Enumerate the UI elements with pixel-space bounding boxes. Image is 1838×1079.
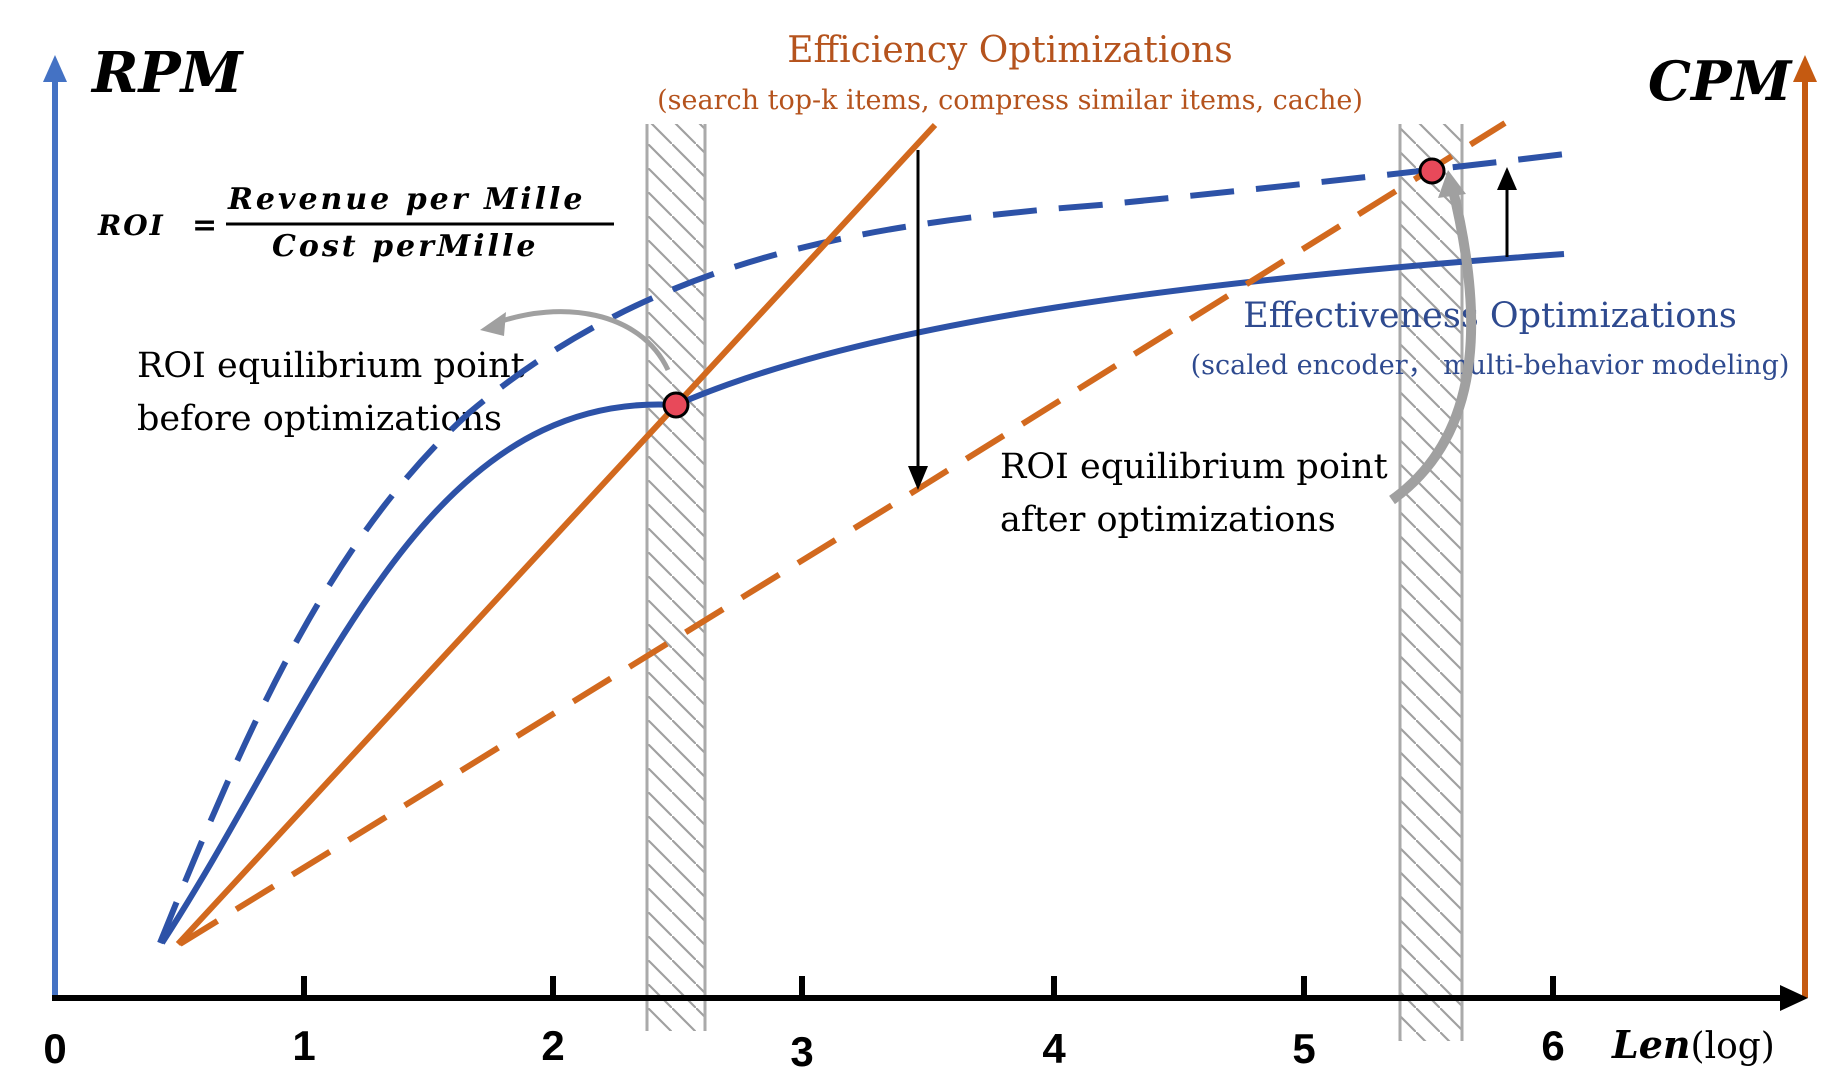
formula-denominator: Cost perMille <box>272 229 538 264</box>
efficiency-down-arrow <box>908 150 928 490</box>
hatched-band-before <box>645 124 707 1031</box>
x-tick-3: 3 <box>790 1028 813 1075</box>
annotation-after-line2: after optimizations <box>1000 500 1336 540</box>
pointer-arrow-after <box>1389 170 1477 505</box>
cpm-axis-label: CPM <box>1648 49 1794 113</box>
efficiency-subtitle: (search top-k items, compress similar it… <box>657 85 1363 116</box>
formula-equals: = <box>192 208 217 243</box>
equilibrium-point-before <box>662 391 690 419</box>
x-tick-4: 4 <box>1042 1025 1066 1072</box>
x-tick-6: 6 <box>1541 1022 1564 1069</box>
effectiveness-title: Effectiveness Optimizations <box>1243 296 1737 336</box>
cpm-before-line <box>175 122 938 947</box>
len-axis-label: Len(log) <box>1611 1022 1775 1067</box>
pointer-arrow-before <box>480 309 671 372</box>
x-axis <box>52 976 1808 1011</box>
rpm-axis-label: RPM <box>90 40 245 106</box>
roi-formula: ROI = Revenue per Mille Cost perMille <box>97 182 614 264</box>
annotation-before-line2: before optimizations <box>137 399 502 439</box>
equilibrium-point-after <box>1418 157 1446 185</box>
left-axis <box>43 55 67 998</box>
x-tick-0: 0 <box>43 1025 66 1072</box>
formula-lhs: ROI <box>97 209 165 242</box>
rpm-after-curve <box>157 151 1566 945</box>
len-label-main: Len <box>1611 1022 1691 1067</box>
formula-numerator: Revenue per Mille <box>227 182 586 217</box>
x-tick-2: 2 <box>541 1022 564 1069</box>
efficiency-title: Efficiency Optimizations <box>787 30 1232 71</box>
x-tick-5: 5 <box>1292 1025 1315 1072</box>
annotation-before-line1: ROI equilibrium point <box>137 346 525 386</box>
annotation-after-line1: ROI equilibrium point <box>1000 447 1388 487</box>
right-axis <box>1793 55 1817 998</box>
effectiveness-up-arrow <box>1497 167 1517 257</box>
x-tick-1: 1 <box>292 1022 315 1069</box>
len-label-suffix: (log) <box>1691 1026 1775 1067</box>
effectiveness-subtitle: (scaled encoder， multi-behavior modeling… <box>1191 350 1790 381</box>
hatched-band-after <box>1398 124 1464 1041</box>
